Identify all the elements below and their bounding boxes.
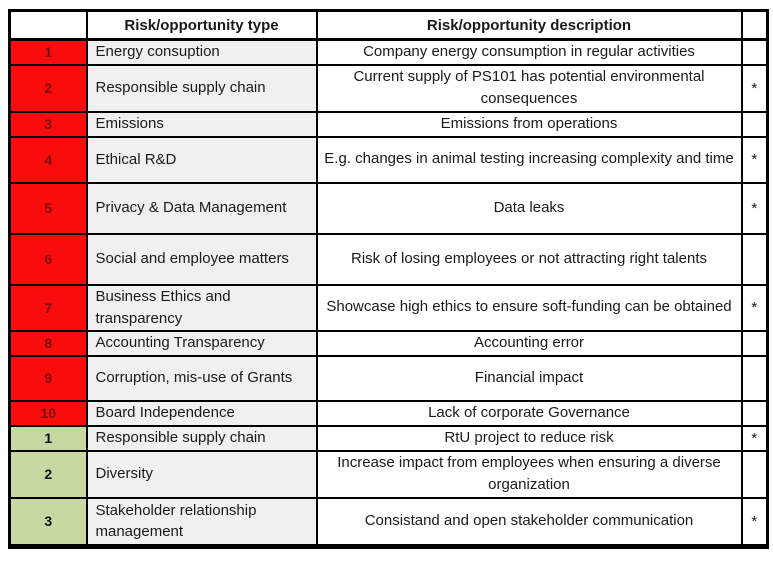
row-flag-cell: * xyxy=(740,135,769,184)
table-row: 3 Stakeholder relationship management Co… xyxy=(8,496,769,548)
row-type-cell: Ethical R&D xyxy=(85,135,318,184)
row-type-cell: Energy consuption xyxy=(85,38,318,66)
row-flag-cell xyxy=(740,110,769,138)
row-number-cell: 6 xyxy=(8,232,88,286)
row-description-cell: E.g. changes in animal testing increasin… xyxy=(315,135,743,184)
header-type-cell: Risk/opportunity type xyxy=(85,9,318,41)
row-description-cell: Lack of corporate Governance xyxy=(315,399,743,427)
row-description-cell: Data leaks xyxy=(315,181,743,235)
header-number-cell xyxy=(8,9,88,41)
row-description-cell: RtU project to reduce risk xyxy=(315,424,743,452)
row-type-cell: Stakeholder relationship management xyxy=(85,496,318,548)
row-flag-cell xyxy=(740,329,769,357)
row-number-cell: 1 xyxy=(8,38,88,66)
row-flag-cell xyxy=(740,449,769,499)
row-number-cell: 1 xyxy=(8,424,88,452)
row-number-cell: 3 xyxy=(8,110,88,138)
row-flag-cell xyxy=(740,354,769,402)
row-description-cell: Accounting error xyxy=(315,329,743,357)
row-description-cell: Financial impact xyxy=(315,354,743,402)
header-description-cell: Risk/opportunity description xyxy=(315,9,743,41)
table-row: 6 Social and employee matters Risk of lo… xyxy=(8,232,769,286)
table-row: 9 Corruption, mis-use of Grants Financia… xyxy=(8,354,769,402)
table-row: 1 Energy consuption Company energy consu… xyxy=(8,38,769,66)
row-number-cell: 2 xyxy=(8,63,88,113)
row-number-cell: 7 xyxy=(8,283,88,332)
table-row: 5 Privacy & Data Management Data leaks * xyxy=(8,181,769,235)
row-type-cell: Responsible supply chain xyxy=(85,63,318,113)
table-row: 3 Emissions Emissions from operations xyxy=(8,110,769,138)
table-row: 1 Responsible supply chain RtU project t… xyxy=(8,424,769,452)
row-flag-cell: * xyxy=(740,181,769,235)
row-number-cell: 2 xyxy=(8,449,88,499)
row-flag-cell: * xyxy=(740,496,769,548)
table-row: 8 Accounting Transparency Accounting err… xyxy=(8,329,769,357)
row-flag-cell: * xyxy=(740,424,769,452)
table-header-row: Risk/opportunity type Risk/opportunity d… xyxy=(8,9,769,41)
row-type-cell: Diversity xyxy=(85,449,318,499)
row-number-cell: 3 xyxy=(8,496,88,548)
header-flag-cell xyxy=(740,9,769,41)
row-description-cell: Showcase high ethics to ensure soft-fund… xyxy=(315,283,743,332)
row-type-cell: Responsible supply chain xyxy=(85,424,318,452)
row-description-cell: Company energy consumption in regular ac… xyxy=(315,38,743,66)
table-row: 2 Responsible supply chain Current suppl… xyxy=(8,63,769,113)
table-row: 4 Ethical R&D E.g. changes in animal tes… xyxy=(8,135,769,184)
row-type-cell: Emissions xyxy=(85,110,318,138)
table-row: 2 Diversity Increase impact from employe… xyxy=(8,449,769,499)
row-flag-cell xyxy=(740,38,769,66)
row-description-cell: Emissions from operations xyxy=(315,110,743,138)
row-number-cell: 4 xyxy=(8,135,88,184)
row-type-cell: Corruption, mis-use of Grants xyxy=(85,354,318,402)
row-flag-cell: * xyxy=(740,283,769,332)
row-flag-cell xyxy=(740,232,769,286)
row-type-cell: Business Ethics and transparency xyxy=(85,283,318,332)
row-number-cell: 5 xyxy=(8,181,88,235)
row-type-cell: Accounting Transparency xyxy=(85,329,318,357)
row-type-cell: Social and employee matters xyxy=(85,232,318,286)
row-flag-cell: * xyxy=(740,63,769,113)
table-row: 10 Board Independence Lack of corporate … xyxy=(8,399,769,427)
row-description-cell: Current supply of PS101 has potential en… xyxy=(315,63,743,113)
row-type-cell: Board Independence xyxy=(85,399,318,427)
row-number-cell: 9 xyxy=(8,354,88,402)
row-description-cell: Increase impact from employees when ensu… xyxy=(315,449,743,499)
row-description-cell: Risk of losing employees or not attracti… xyxy=(315,232,743,286)
table-row: 7 Business Ethics and transparency Showc… xyxy=(8,283,769,332)
row-number-cell: 10 xyxy=(8,399,88,427)
row-number-cell: 8 xyxy=(8,329,88,357)
risk-opportunity-table: Risk/opportunity type Risk/opportunity d… xyxy=(8,9,769,549)
row-description-cell: Consistand and open stakeholder communic… xyxy=(315,496,743,548)
row-type-cell: Privacy & Data Management xyxy=(85,181,318,235)
row-flag-cell xyxy=(740,399,769,427)
